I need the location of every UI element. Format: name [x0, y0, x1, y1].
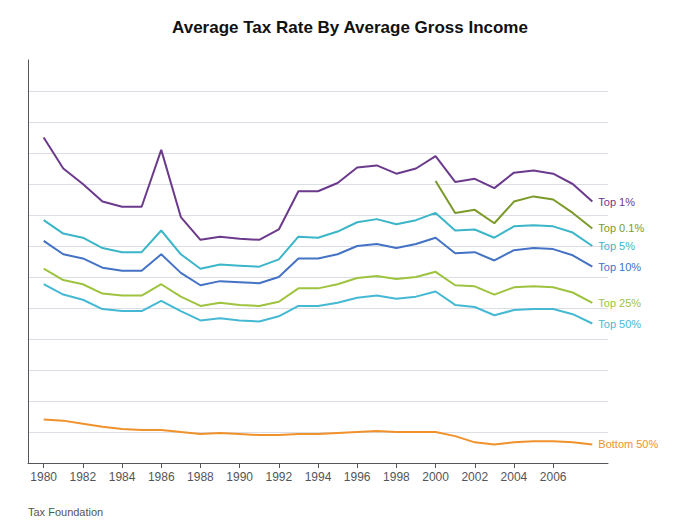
svg-text:2006: 2006	[540, 470, 567, 484]
svg-text:Top 25%: Top 25%	[598, 297, 641, 309]
svg-text:1984: 1984	[109, 470, 136, 484]
svg-text:1992: 1992	[265, 470, 292, 484]
svg-text:Bottom 50%: Bottom 50%	[598, 438, 658, 450]
svg-text:1998: 1998	[383, 470, 410, 484]
svg-text:2000: 2000	[422, 470, 449, 484]
svg-text:1988: 1988	[187, 470, 214, 484]
svg-text:Top 50%: Top 50%	[598, 318, 641, 330]
svg-text:2002: 2002	[461, 470, 488, 484]
svg-text:Top 5%: Top 5%	[598, 240, 635, 252]
svg-text:1982: 1982	[70, 470, 97, 484]
svg-text:1986: 1986	[148, 470, 175, 484]
svg-text:Average Tax Rate By Average Gr: Average Tax Rate By Average Gross Income	[172, 18, 528, 37]
svg-text:Top 0.1%: Top 0.1%	[598, 222, 644, 234]
svg-text:Top 10%: Top 10%	[598, 261, 641, 273]
svg-text:1990: 1990	[226, 470, 253, 484]
svg-text:2004: 2004	[501, 470, 528, 484]
svg-text:Tax Foundation: Tax Foundation	[28, 506, 103, 518]
svg-text:1996: 1996	[344, 470, 371, 484]
svg-text:1980: 1980	[30, 470, 57, 484]
svg-text:1994: 1994	[305, 470, 332, 484]
svg-text:Top 1%: Top 1%	[598, 196, 635, 208]
